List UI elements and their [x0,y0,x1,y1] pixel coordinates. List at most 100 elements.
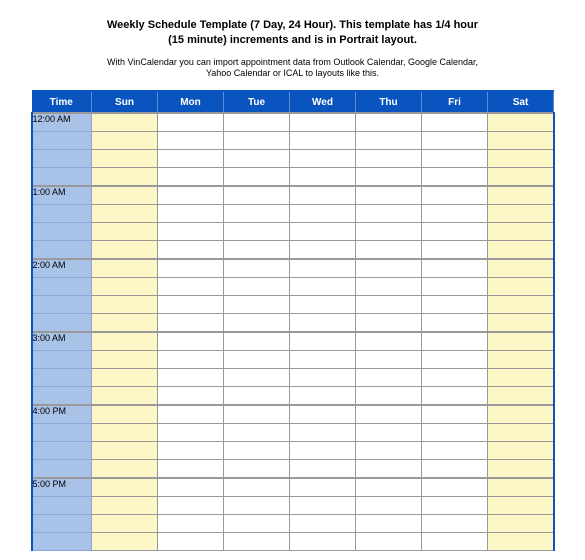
schedule-cell [290,223,356,241]
schedule-cell [224,296,290,314]
header-thu: Thu [356,91,422,113]
schedule-cell [92,205,158,223]
schedule-cell [422,132,488,150]
schedule-cell [488,259,554,278]
schedule-cell [224,278,290,296]
page: Weekly Schedule Template (7 Day, 24 Hour… [0,0,585,551]
page-subtitle: With VinCalendar you can import appointm… [73,57,513,80]
schedule-cell [356,241,422,260]
schedule-cell [158,314,224,333]
schedule-cell [92,150,158,168]
table-row [32,351,554,369]
page-title: Weekly Schedule Template (7 Day, 24 Hour… [83,18,503,49]
schedule-cell [224,113,290,132]
schedule-cell [224,442,290,460]
schedule-cell [290,387,356,406]
schedule-cell [356,497,422,515]
schedule-cell [356,405,422,424]
schedule-cell [224,186,290,205]
table-row: 12:00 AM [32,113,554,132]
schedule-cell [224,369,290,387]
schedule-cell [488,168,554,187]
table-row [32,460,554,479]
time-cell [32,533,92,551]
schedule-cell [488,351,554,369]
table-row [32,314,554,333]
table-row: 1:00 AM [32,186,554,205]
schedule-body: 12:00 AM1:00 AM2:00 AM3:00 AM4:00 PM5:00… [32,113,554,551]
schedule-cell [488,533,554,551]
schedule-cell [422,259,488,278]
table-row [32,205,554,223]
schedule-cell [92,332,158,351]
table-row [32,497,554,515]
schedule-cell [224,497,290,515]
subtitle-line-2: Yahoo Calendar or ICAL to layouts like t… [206,68,379,78]
schedule-cell [290,369,356,387]
schedule-cell [92,424,158,442]
schedule-cell [356,460,422,479]
schedule-cell [158,332,224,351]
schedule-cell [356,533,422,551]
schedule-cell [158,351,224,369]
table-row: 5:00 PM [32,478,554,497]
schedule-cell [488,442,554,460]
schedule-cell [488,150,554,168]
schedule-cell [92,278,158,296]
table-row [32,150,554,168]
time-cell [32,314,92,333]
schedule-cell [290,259,356,278]
time-label: 4:00 PM [32,405,92,424]
header-mon: Mon [158,91,224,113]
schedule-cell [158,442,224,460]
time-label: 2:00 AM [32,259,92,278]
schedule-cell [488,405,554,424]
schedule-cell [356,150,422,168]
schedule-cell [290,497,356,515]
time-cell [32,460,92,479]
schedule-cell [356,186,422,205]
schedule-cell [422,405,488,424]
schedule-cell [356,387,422,406]
schedule-cell [158,369,224,387]
schedule-cell [488,278,554,296]
schedule-cell [290,168,356,187]
schedule-cell [158,113,224,132]
schedule-cell [488,223,554,241]
schedule-cell [158,497,224,515]
time-cell [32,132,92,150]
schedule-cell [290,424,356,442]
schedule-cell [488,332,554,351]
table-row [32,533,554,551]
schedule-cell [356,278,422,296]
schedule-cell [224,150,290,168]
schedule-cell [290,515,356,533]
table-row [32,223,554,241]
schedule-cell [356,223,422,241]
schedule-cell [92,405,158,424]
schedule-cell [356,332,422,351]
schedule-cell [422,387,488,406]
time-cell [32,351,92,369]
table-row [32,132,554,150]
schedule-cell [224,515,290,533]
schedule-cell [422,296,488,314]
schedule-cell [158,533,224,551]
time-cell [32,296,92,314]
schedule-cell [224,533,290,551]
schedule-cell [224,387,290,406]
schedule-cell [356,515,422,533]
schedule-cell [158,150,224,168]
schedule-cell [488,387,554,406]
schedule-cell [488,478,554,497]
schedule-cell [488,369,554,387]
schedule-cell [158,387,224,406]
schedule-cell [290,314,356,333]
schedule-cell [158,478,224,497]
schedule-cell [422,533,488,551]
schedule-cell [422,332,488,351]
schedule-cell [488,497,554,515]
schedule-cell [356,478,422,497]
header-row: Time Sun Mon Tue Wed Thu Fri Sat [32,91,554,113]
schedule-cell [356,205,422,223]
